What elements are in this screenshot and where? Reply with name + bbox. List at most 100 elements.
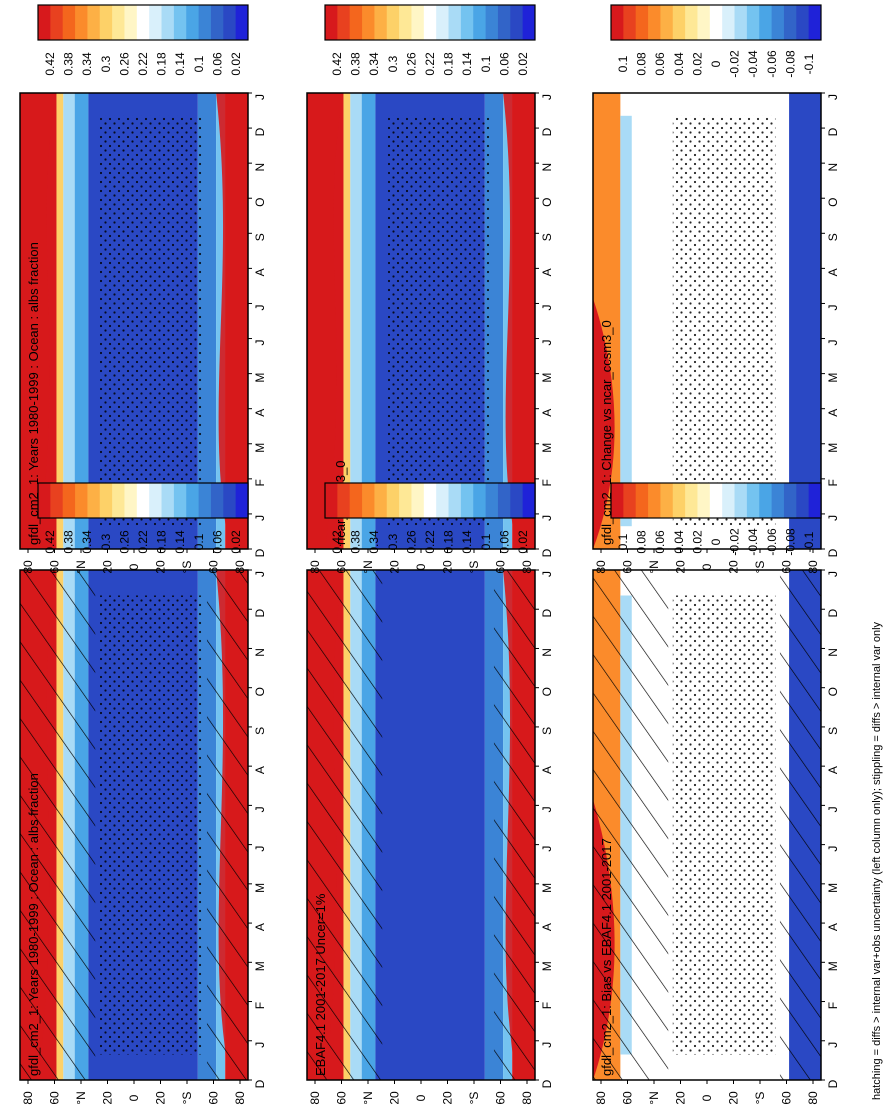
y-tick-label: °S	[467, 1092, 481, 1105]
y-tick-label: 20	[388, 560, 402, 574]
x-tick-label: M	[826, 961, 840, 971]
colorbar-swatch	[386, 483, 400, 518]
x-tick-label: A	[826, 923, 840, 931]
heatmap-band	[620, 115, 632, 527]
y-tick-label: 60	[335, 1091, 349, 1105]
colorbar-swatch	[771, 5, 785, 40]
colorbar-swatch	[734, 483, 748, 518]
colorbar-swatch	[697, 483, 711, 518]
colorbar-label: 0.06	[497, 52, 511, 76]
colorbar-label: 0.3	[386, 533, 400, 550]
colorbar-swatch	[136, 5, 150, 40]
colorbar-label: -0.06	[765, 528, 779, 556]
x-tick-label: D	[540, 1079, 554, 1088]
y-tick-label: 20	[388, 1091, 402, 1105]
colorbar-swatch	[87, 5, 101, 40]
heatmap-seasonal-south	[503, 93, 535, 549]
colorbar-label: -0.02	[728, 528, 742, 556]
colorbar-swatch	[648, 483, 661, 518]
x-tick-label: D	[540, 127, 554, 136]
chart-title: gfdl_cm2_1: Bias vs EBAF4.1 2001-2017	[599, 838, 614, 1076]
colorbar-swatch	[497, 483, 511, 518]
colorbar-swatch	[473, 483, 487, 518]
y-tick-label: 60	[621, 560, 635, 574]
x-tick-label: N	[826, 163, 840, 172]
x-tick-label: M	[826, 443, 840, 453]
x-tick-label: N	[253, 163, 267, 172]
colorbar-frame	[610, 482, 822, 519]
hatching-overlay	[206, 570, 248, 1080]
x-tick-label: M	[826, 373, 840, 383]
colorbar-label: 0.06	[497, 530, 511, 554]
colorbar-swatch	[99, 5, 113, 40]
heatmap-band	[63, 93, 75, 549]
y-tick-label: °N	[74, 560, 88, 573]
colorbar-swatch	[796, 483, 810, 518]
hatching-overlay	[307, 570, 383, 1080]
x-tick-label: A	[540, 409, 554, 417]
colorbar-label: 0.42	[330, 530, 344, 554]
colorbar-frame	[37, 482, 249, 519]
colorbar-swatch	[423, 5, 437, 40]
colorbar-swatch	[485, 483, 499, 518]
x-tick-label: J	[253, 571, 267, 577]
x-tick-label: S	[540, 727, 554, 735]
colorbar-swatch	[473, 5, 487, 40]
colorbar-swatch	[771, 483, 785, 518]
colorbar-top-middle: 0.42 0.38 0.34 0.3 0.26 0.22 0.18 0.14 0.1 0.06 0.…	[324, 4, 536, 76]
colorbar-label: 0.1	[192, 533, 206, 550]
colorbar-swatch	[349, 5, 363, 40]
heatmap-band	[789, 93, 821, 549]
colorbar-swatch	[436, 483, 450, 518]
colorbar-label: 0.06	[653, 530, 667, 554]
heatmap-band	[375, 570, 485, 1080]
x-tick-label: F	[826, 1002, 840, 1009]
colorbar-label: 0.18	[442, 52, 456, 76]
y-tick-label: 20	[441, 1091, 455, 1105]
colorbar-swatch	[136, 483, 150, 518]
chart-panel-6: D J F M A M J J A S O N D J 80 60 °N 20 0 20 °S 60 80 gfdl_cm2_…	[592, 92, 840, 574]
colorbar-swatch	[660, 483, 674, 518]
colorbar-swatch	[124, 483, 138, 518]
x-tick-label: J	[540, 846, 554, 852]
x-tick-label: A	[253, 923, 267, 931]
x-tick-label: S	[253, 727, 267, 735]
colorbar-swatch	[50, 5, 64, 40]
colorbar-label: 0.26	[404, 52, 418, 76]
chart-panel-2: D J F M A M J J A S O N D J 80 60 °N 20 0 20 °S 60 80 gfdl_cm2_…	[19, 92, 267, 574]
colorbar-swatch	[161, 483, 175, 518]
chart-title: gfdl_cm2_1: Years 1980-1999 : Ocean : al…	[26, 773, 41, 1076]
x-tick-label: A	[540, 766, 554, 774]
y-tick-label: °N	[361, 560, 375, 573]
x-tick-label: M	[253, 443, 267, 453]
colorbar-swatch	[685, 483, 698, 518]
y-tick-label: °S	[753, 561, 767, 574]
x-tick-label: J	[253, 846, 267, 852]
colorbar-swatch	[783, 5, 797, 40]
y-tick-label: 80	[308, 1091, 322, 1105]
colorbar-swatch	[522, 5, 536, 40]
colorbar-swatch	[325, 483, 338, 518]
colorbar-label: 0	[709, 538, 723, 545]
x-tick-label: D	[253, 609, 267, 618]
hatching-overlay	[493, 570, 535, 1080]
colorbar-frame	[37, 4, 249, 41]
x-tick-label: N	[826, 648, 840, 657]
colorbar-bottom-middle: 0.42 0.38 0.34 0.3 0.26 0.22 0.18 0.14 0.1 0.06 0.…	[324, 482, 536, 554]
x-tick-label: F	[540, 479, 554, 486]
colorbar-swatch	[510, 483, 524, 518]
x-tick-label: J	[826, 515, 840, 521]
y-tick-label: 80	[594, 560, 608, 574]
colorbar-label: 0.14	[460, 52, 474, 76]
colorbar-label: 0.34	[80, 530, 94, 554]
colorbar-label: -0.08	[783, 50, 797, 78]
x-tick-label: J	[540, 571, 554, 577]
y-tick-label: 60	[621, 1091, 635, 1105]
hatching-overlay	[20, 570, 96, 1080]
colorbar-swatch	[235, 5, 249, 40]
x-tick-label: J	[826, 340, 840, 346]
x-tick-label: O	[253, 198, 267, 207]
colorbar-label: 0.06	[210, 530, 224, 554]
x-tick-label: J	[826, 1042, 840, 1048]
colorbar-label: 0.3	[99, 55, 113, 72]
